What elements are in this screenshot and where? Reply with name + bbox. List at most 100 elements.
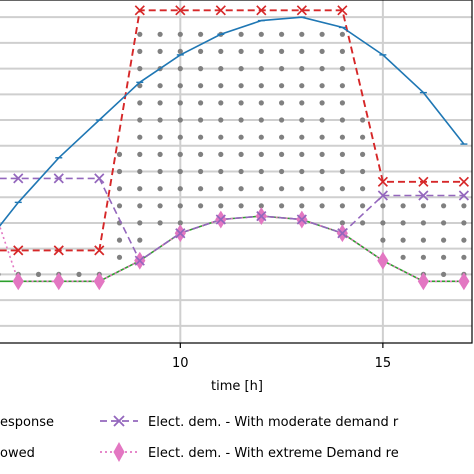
region-dot [400, 254, 406, 260]
region-dot [238, 48, 244, 55]
marker-purple [94, 173, 105, 184]
region-dot [441, 237, 447, 243]
region-dot [137, 203, 143, 209]
region-dot [238, 134, 244, 140]
region-dot [238, 151, 244, 157]
region-dot [441, 203, 447, 209]
region-dot [198, 100, 204, 106]
region-dot [177, 203, 183, 209]
region-dot [137, 237, 143, 243]
legend: esponse owed Elect. dem. - With moderate… [0, 415, 399, 463]
grid-lines [0, 0, 472, 343]
series-line-red [0, 9, 464, 252]
region-dot [157, 117, 163, 123]
region-dot [258, 83, 264, 89]
region-dot [279, 31, 285, 37]
region-dot [177, 66, 183, 72]
legend-label-extreme: Elect. dem. - With extreme Demand re [148, 446, 399, 461]
x-axis-label: time [h] [211, 379, 263, 394]
marker-red [53, 245, 64, 256]
region-dot [137, 48, 143, 55]
region-dot [360, 134, 366, 140]
region-dot [116, 237, 123, 243]
region-dot [238, 83, 244, 89]
region-dot [299, 117, 305, 123]
region-dot [279, 100, 285, 106]
region-dot [137, 66, 143, 72]
legend-marker-x-icon [113, 415, 125, 427]
region-dot [299, 31, 305, 37]
region-dot [461, 254, 467, 260]
region-dot [137, 134, 143, 140]
region-dot [116, 254, 123, 260]
marker-pink [417, 272, 429, 291]
region-dot [461, 220, 467, 226]
region-dot [339, 151, 345, 157]
marker-purple [215, 214, 226, 225]
region-dot [177, 151, 183, 157]
region-dot [218, 134, 224, 140]
region-dot [360, 203, 366, 209]
marker-pink [377, 251, 389, 270]
region-dot [218, 151, 224, 157]
region-dot [198, 134, 204, 140]
region-dot [177, 134, 183, 140]
region-dot [218, 186, 224, 192]
region-dot [319, 168, 325, 175]
region-dot [319, 203, 325, 209]
region-dot [157, 151, 163, 157]
region-dot [258, 134, 264, 140]
region-dot [299, 151, 305, 157]
region-dot [360, 220, 366, 226]
region-dot [157, 100, 163, 106]
series-line-pink [0, 215, 464, 283]
region-dot [157, 220, 163, 226]
region-dot [420, 254, 426, 260]
region-dot [339, 220, 345, 226]
marker-red [418, 176, 429, 187]
region-dot [279, 168, 285, 175]
marker-red [13, 245, 24, 256]
region-dot [360, 117, 366, 123]
marker-purple [337, 228, 348, 239]
legend-label-moderate: Elect. dem. - With moderate demand r [148, 415, 399, 430]
region-dot [198, 186, 204, 192]
region-dot [339, 117, 345, 123]
region-dot [319, 134, 325, 140]
region-dot [258, 100, 264, 106]
region-dot [299, 134, 305, 140]
marker-purple [377, 190, 388, 201]
region-dot [441, 271, 447, 277]
marker-purple [13, 173, 24, 184]
region-dot [177, 186, 183, 192]
region-dot [319, 100, 325, 106]
region-dot [420, 220, 426, 226]
region-dot [177, 48, 183, 55]
region-dot [218, 48, 224, 55]
region-dot [258, 66, 264, 72]
region-dot [116, 168, 123, 175]
region-dot [198, 31, 204, 37]
marker-red [256, 5, 267, 16]
region-dot [279, 83, 285, 89]
x-ticks: 10 15 [172, 343, 391, 371]
feasible-region-dots [0, 31, 467, 277]
region-dot [116, 203, 123, 209]
region-dot [279, 203, 285, 209]
region-dot [198, 48, 204, 55]
region-dot [258, 168, 264, 175]
marker-purple [418, 190, 429, 201]
region-dot [177, 168, 183, 175]
legend-label-allowed: owed [0, 446, 35, 461]
region-dot [279, 134, 285, 140]
region-dot [218, 168, 224, 175]
region-dot [319, 83, 325, 89]
region-dot [339, 168, 345, 175]
region-dot [137, 151, 143, 157]
marker-purple [175, 228, 186, 239]
region-dot [157, 48, 163, 55]
region-dot [177, 100, 183, 106]
marker-red [458, 176, 469, 187]
region-dot [137, 186, 143, 192]
